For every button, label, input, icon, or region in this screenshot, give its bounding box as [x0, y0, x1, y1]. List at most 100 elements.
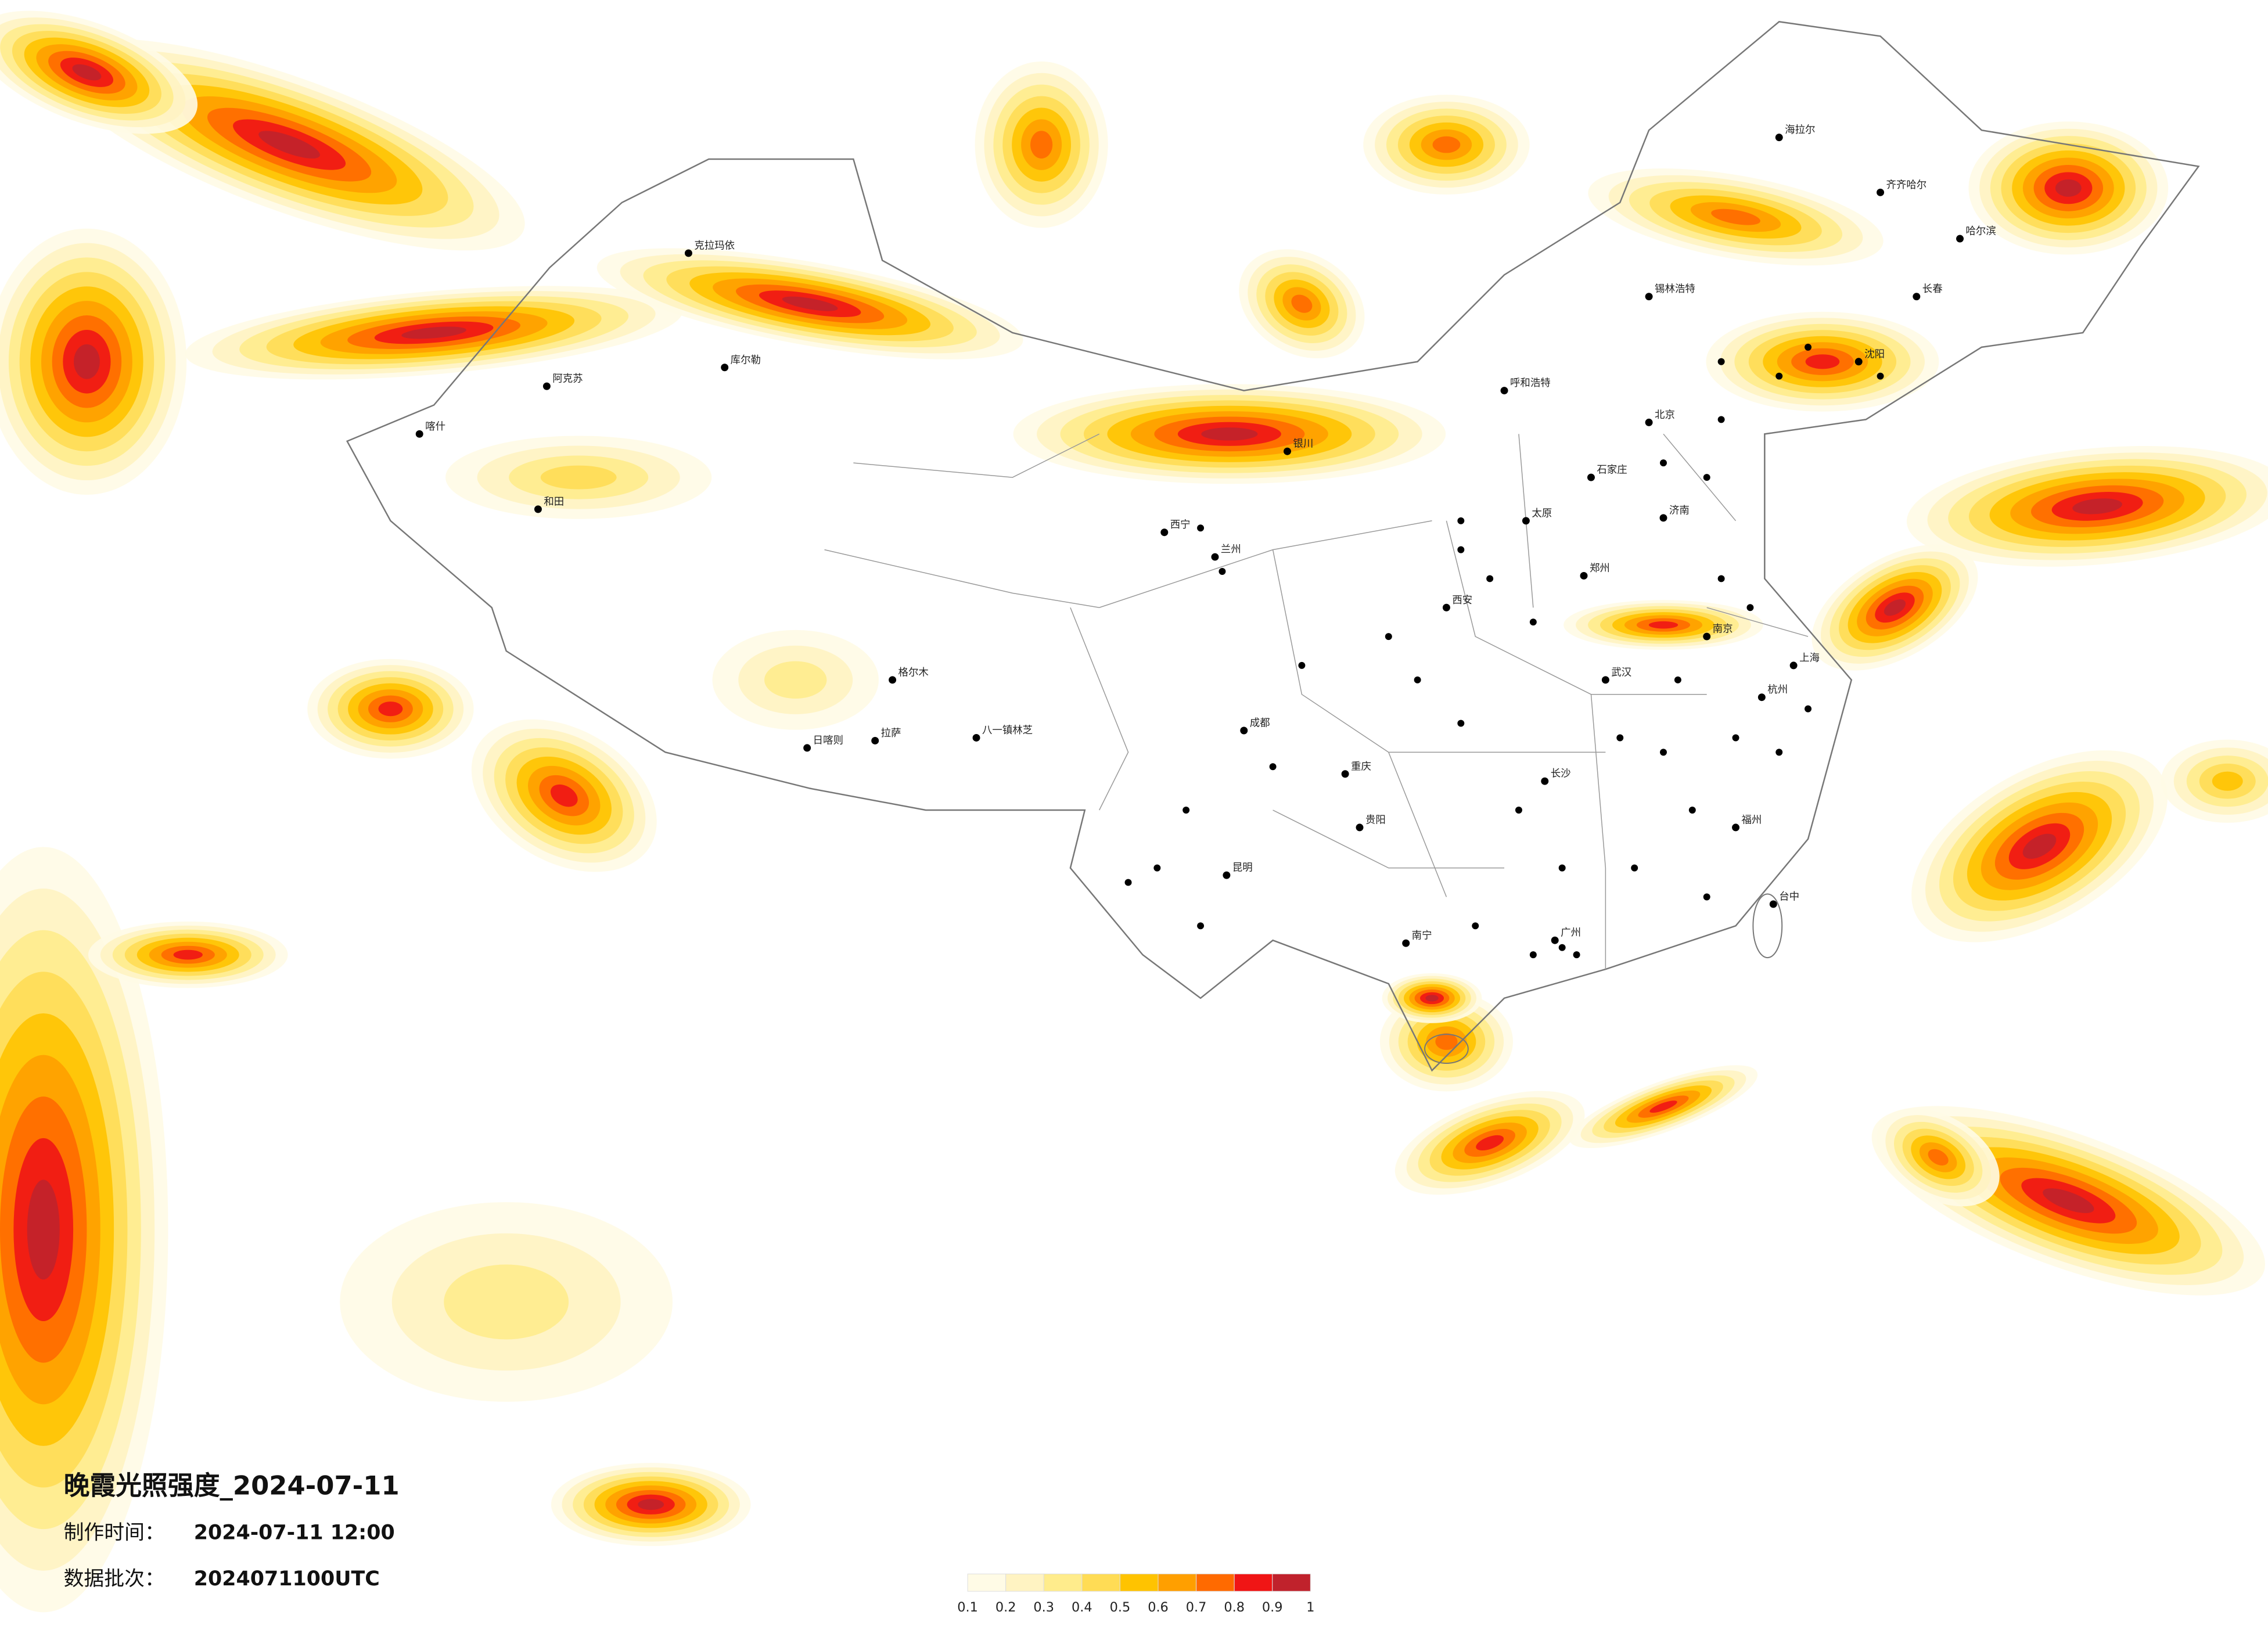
city-dot	[1659, 514, 1667, 522]
city-label: 北京	[1655, 409, 1675, 421]
city-dot	[1913, 293, 1921, 301]
city-label: 克拉玛依	[694, 240, 735, 251]
city-dot	[1956, 235, 1964, 243]
city-label: 福州	[1741, 814, 1762, 826]
city-label: 贵阳	[1365, 814, 1386, 826]
city-label: 上海	[1799, 652, 1820, 664]
city-dot	[1877, 188, 1885, 196]
city-dot	[1789, 661, 1798, 670]
city-dot	[1854, 358, 1863, 366]
city-dot	[972, 733, 980, 742]
legend-swatch	[967, 1573, 1007, 1592]
city-dot	[1153, 864, 1161, 872]
heat-patch	[444, 1264, 569, 1340]
city-dot	[1385, 633, 1392, 641]
city-dot	[1631, 864, 1638, 872]
city-dot	[1580, 571, 1588, 580]
city-dot	[1269, 763, 1277, 771]
heat-patch	[550, 784, 578, 807]
city-dot	[1160, 528, 1169, 537]
city-dot	[1522, 517, 1530, 525]
legend-swatch	[1119, 1573, 1159, 1592]
city-dot	[1660, 749, 1667, 756]
city-label: 昆明	[1232, 862, 1253, 874]
city-dot	[1573, 951, 1580, 959]
heat-patch	[540, 465, 617, 490]
city-dot	[1877, 372, 1884, 380]
heat-patch	[72, 64, 102, 81]
city-dot	[1197, 524, 1205, 532]
city-label: 格尔木	[898, 667, 929, 678]
city-dot	[415, 430, 423, 438]
city-label: 海拉尔	[1785, 124, 1815, 136]
legend-tick-label: 0.1	[957, 1600, 978, 1615]
map-title: 晚霞光照强度_2024-07-11	[64, 1470, 400, 1501]
city-dot	[1223, 871, 1231, 879]
legend-swatch	[1196, 1573, 1235, 1592]
city-dot	[1805, 705, 1812, 713]
city-dot	[1500, 387, 1508, 395]
heat-patch	[401, 326, 466, 339]
city-label: 喀什	[425, 421, 445, 433]
city-dot	[1341, 770, 1349, 778]
heat-patch	[1711, 208, 1760, 225]
city-label: 南京	[1713, 624, 1733, 635]
city-label: 兰州	[1221, 544, 1241, 556]
city-label: 拉萨	[881, 728, 901, 739]
city-label: 太原	[1532, 508, 1552, 519]
city-dot	[1717, 416, 1725, 423]
city-label: 杭州	[1767, 684, 1788, 696]
heat-patch	[1432, 136, 1461, 153]
city-dot	[1529, 951, 1537, 959]
city-dot	[871, 736, 879, 744]
heat-patch	[1435, 1033, 1458, 1050]
city-dot	[1558, 944, 1566, 951]
city-dot	[1688, 807, 1696, 814]
city-label: 成都	[1250, 718, 1270, 729]
heat-patch	[1928, 1149, 1949, 1165]
heat-patch	[1805, 354, 1840, 369]
city-dot	[1703, 632, 1711, 641]
heat-patch	[27, 1179, 60, 1280]
city-dot	[1645, 293, 1653, 301]
legend-swatch	[1158, 1573, 1197, 1592]
color-legend: 0.1 0.2 0.3 0.4 0.5 0.6 0.7 0.8 0.9 1	[957, 1573, 1314, 1615]
heat-patch	[1291, 294, 1313, 313]
city-dot	[1442, 603, 1450, 611]
city-label: 银川	[1293, 438, 1313, 450]
city-dot	[1601, 676, 1609, 684]
legend-tick-label: 1	[1306, 1600, 1314, 1615]
city-dot	[1746, 604, 1754, 611]
legend-tick-label: 0.4	[1072, 1600, 1092, 1615]
city-dot	[1674, 676, 1681, 684]
city-dot	[721, 364, 729, 372]
city-dot	[1472, 922, 1479, 930]
city-label: 长春	[1922, 283, 1943, 295]
city-dot	[1551, 936, 1559, 944]
batch-value: 2024071100UTC	[194, 1567, 380, 1591]
city-label: 日喀则	[813, 735, 843, 746]
heat-patch	[2072, 498, 2122, 515]
made-label: 制作时间：	[64, 1521, 165, 1545]
city-dot	[1645, 418, 1653, 426]
city-label: 广州	[1561, 927, 1581, 939]
country-outline	[346, 21, 2200, 1072]
city-label: 阿克苏	[552, 373, 583, 385]
city-dot	[1284, 447, 1291, 455]
city-dot	[542, 382, 551, 390]
city-label: 哈尔滨	[1965, 226, 1996, 238]
city-dot	[1616, 734, 1624, 742]
city-dot	[1717, 575, 1725, 582]
heat-patch	[2055, 179, 2082, 197]
heat-patch	[1201, 427, 1258, 441]
city-dot	[1775, 134, 1783, 142]
heat-patch	[2022, 833, 2057, 859]
city-dot	[534, 505, 542, 513]
legend-swatch	[1043, 1573, 1083, 1592]
heat-patch	[74, 344, 100, 379]
